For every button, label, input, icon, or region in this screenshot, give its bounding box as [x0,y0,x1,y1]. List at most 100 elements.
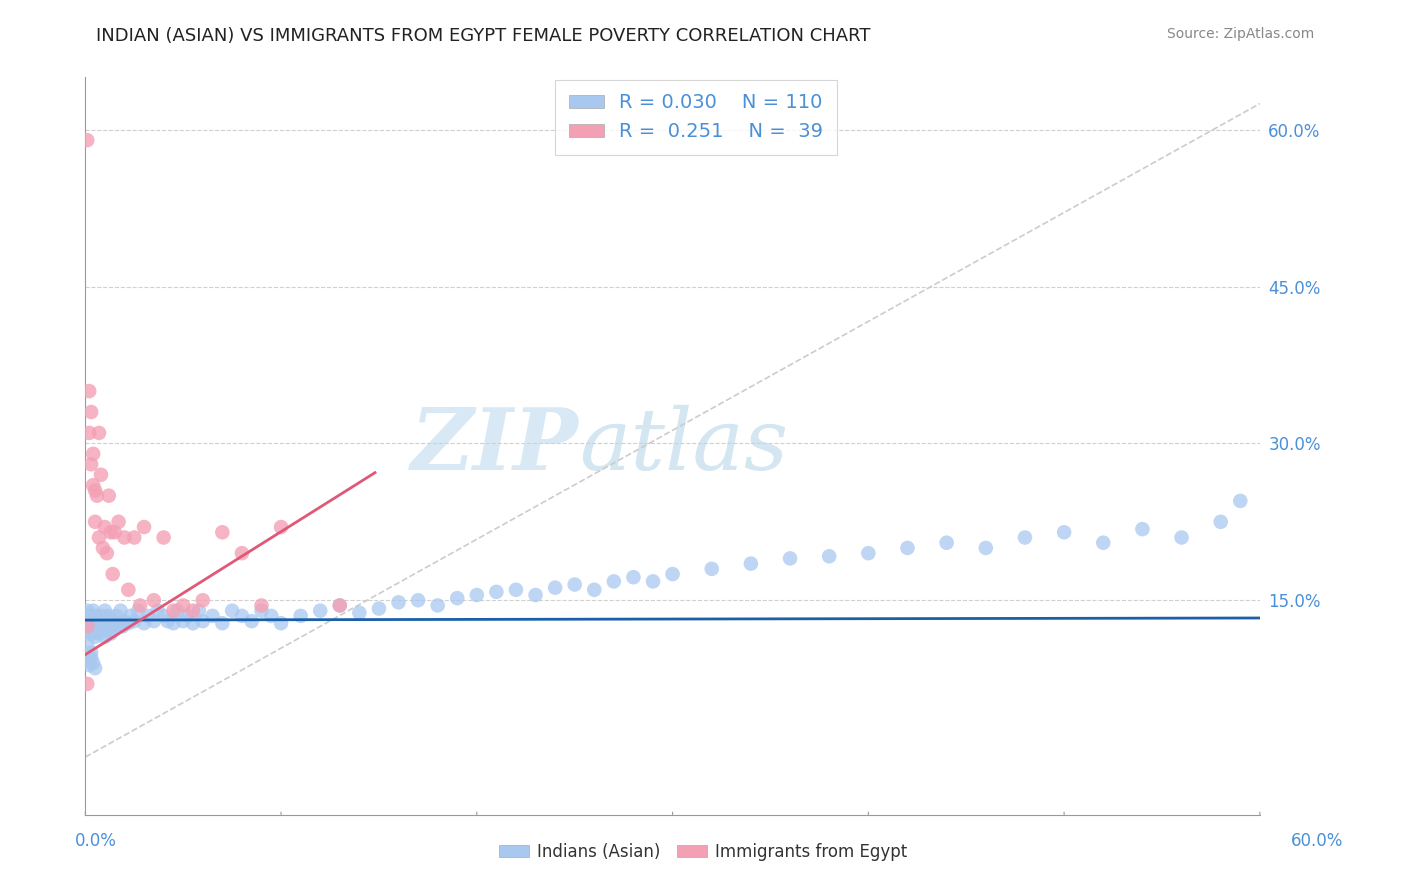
Point [90,467,112,482]
Point [231,546,253,560]
Point [818,549,841,564]
Point [935,535,957,549]
Point [162,616,184,631]
Point [740,557,762,571]
Point [82,604,104,618]
Point [100,626,122,640]
Point [86,608,108,623]
Point [162,604,184,618]
Point [76,608,98,623]
Point [84,515,107,529]
Point [97,489,120,503]
Point [368,601,391,615]
Point [156,614,179,628]
Point [211,616,233,631]
Text: ZIP: ZIP [411,404,579,488]
Point [104,616,127,631]
Point [76,619,98,633]
Point [82,656,104,670]
Point [86,489,108,503]
Point [465,588,488,602]
Point [152,531,174,545]
Point [191,593,214,607]
Point [94,630,117,644]
Point [76,637,98,651]
Point [111,619,134,633]
Point [80,626,103,640]
Point [201,608,224,623]
Point [104,525,127,540]
Point [76,604,98,618]
Point [129,599,152,613]
Point [270,520,292,534]
Point [84,623,107,637]
Point [641,574,664,589]
Point [858,546,880,560]
Point [349,606,371,620]
Point [564,577,586,591]
Point [181,604,204,618]
Point [82,447,104,461]
Point [779,551,801,566]
Point [84,661,107,675]
Point [97,616,120,631]
Point [221,604,243,618]
Point [76,133,98,147]
Point [80,614,103,628]
Point [485,585,508,599]
Legend: R = 0.030    N = 110, R =  0.251    N =  39: R = 0.030 N = 110, R = 0.251 N = 39 [555,79,837,154]
Point [80,650,103,665]
Point [211,525,233,540]
Point [117,616,139,631]
Point [82,616,104,631]
Point [77,425,100,440]
Point [86,616,108,631]
Point [661,567,683,582]
Point [76,619,98,633]
Point [260,608,283,623]
Point [117,582,139,597]
Point [231,608,253,623]
Point [176,608,198,623]
Point [100,619,122,633]
Point [181,616,204,631]
Point [110,604,132,618]
Text: 0.0%: 0.0% [75,831,117,849]
Point [94,619,117,633]
Point [329,599,352,613]
Point [107,515,129,529]
Point [623,570,645,584]
Point [132,520,155,534]
Point [1170,531,1192,545]
Point [524,588,547,602]
Point [76,677,98,691]
Point [84,630,107,644]
Point [91,608,114,623]
Point [142,593,165,607]
Point [166,604,188,618]
Point [91,616,114,631]
Point [290,608,312,623]
Point [80,458,103,472]
Point [114,531,136,545]
Point [101,567,124,582]
Point [87,619,110,633]
Point [77,612,100,626]
Point [1053,525,1076,540]
Point [107,616,129,631]
Point [91,541,114,555]
Point [426,599,449,613]
Point [96,623,118,637]
Point [122,614,145,628]
Point [77,650,100,665]
Point [309,604,332,618]
Point [82,478,104,492]
Point [974,541,997,555]
Point [387,595,409,609]
Point [122,531,145,545]
Point [250,599,273,613]
Point [132,616,155,631]
Point [80,619,103,633]
Point [270,616,292,631]
Point [191,614,214,628]
